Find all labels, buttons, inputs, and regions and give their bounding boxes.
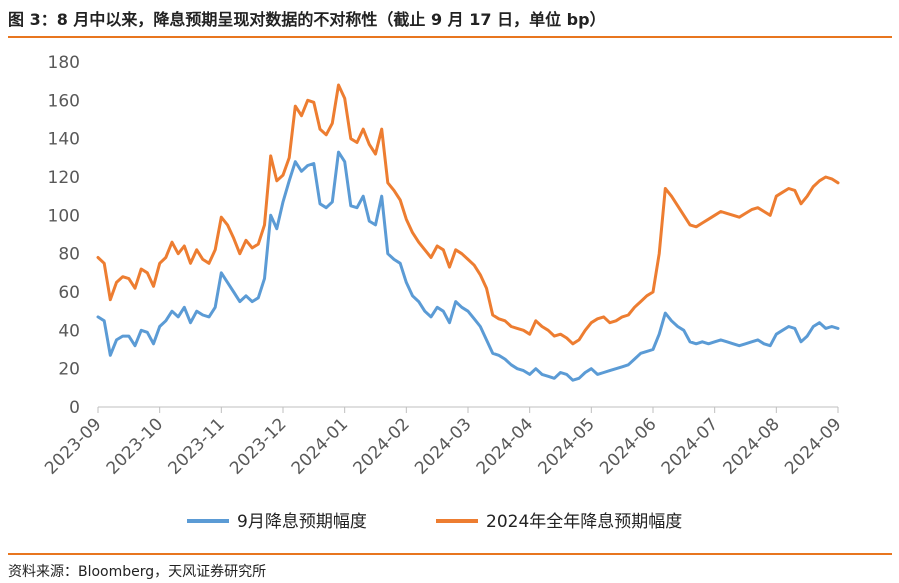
y-axis-ticks: 0 20 40 60 80 100 120 140 160 180 <box>48 53 80 418</box>
x-tick-label: 2023-12 <box>226 414 290 478</box>
x-tick-label: 2023-11 <box>165 414 229 478</box>
y-tick-label: 80 <box>58 245 80 265</box>
y-tick-label: 100 <box>48 206 80 226</box>
legend-label: 2024年全年降息预期幅度 <box>486 512 682 532</box>
series-line-full-year-cut <box>96 83 840 346</box>
title-rule <box>8 36 892 38</box>
y-tick-label: 140 <box>48 130 80 150</box>
x-tick-label: 2024-07 <box>658 414 722 478</box>
x-tick-label: 2024-04 <box>473 414 537 478</box>
plot-area <box>96 83 840 382</box>
series-line-sep-cut <box>96 150 840 382</box>
x-tick-label: 2024-05 <box>535 414 599 478</box>
y-tick-label: 0 <box>69 398 80 418</box>
x-tick-label: 2024-01 <box>288 414 352 478</box>
x-tick-label: 2023-10 <box>103 414 167 478</box>
x-axis-ticks: 2023-092023-102023-112023-122024-012024-… <box>41 407 846 479</box>
footer-rule <box>8 553 892 555</box>
x-tick-label: 2023-09 <box>41 414 105 478</box>
chart-title: 图 3：8 月中以来，降息预期呈现对数据的不对称性（截止 9 月 17 日，单位… <box>8 10 606 29</box>
y-tick-label: 40 <box>58 321 80 341</box>
y-tick-label: 120 <box>48 168 80 188</box>
legend-item: 9月降息预期幅度 <box>187 512 367 532</box>
y-tick-label: 180 <box>48 53 80 73</box>
legend-item: 2024年全年降息预期幅度 <box>436 512 682 532</box>
source-note: 资料来源：Bloomberg，天风证券研究所 <box>8 564 267 580</box>
legend: 9月降息预期幅度 2024年全年降息预期幅度 <box>187 512 682 532</box>
x-tick-label: 2024-02 <box>350 414 414 478</box>
x-tick-label: 2024-03 <box>411 414 475 478</box>
x-tick-label: 2024-09 <box>781 414 845 478</box>
y-tick-label: 160 <box>48 91 80 111</box>
y-tick-label: 20 <box>58 360 80 380</box>
y-tick-label: 60 <box>58 283 80 303</box>
x-tick-label: 2024-08 <box>720 414 784 478</box>
legend-label: 9月降息预期幅度 <box>237 512 367 532</box>
x-tick-label: 2024-06 <box>596 414 660 478</box>
